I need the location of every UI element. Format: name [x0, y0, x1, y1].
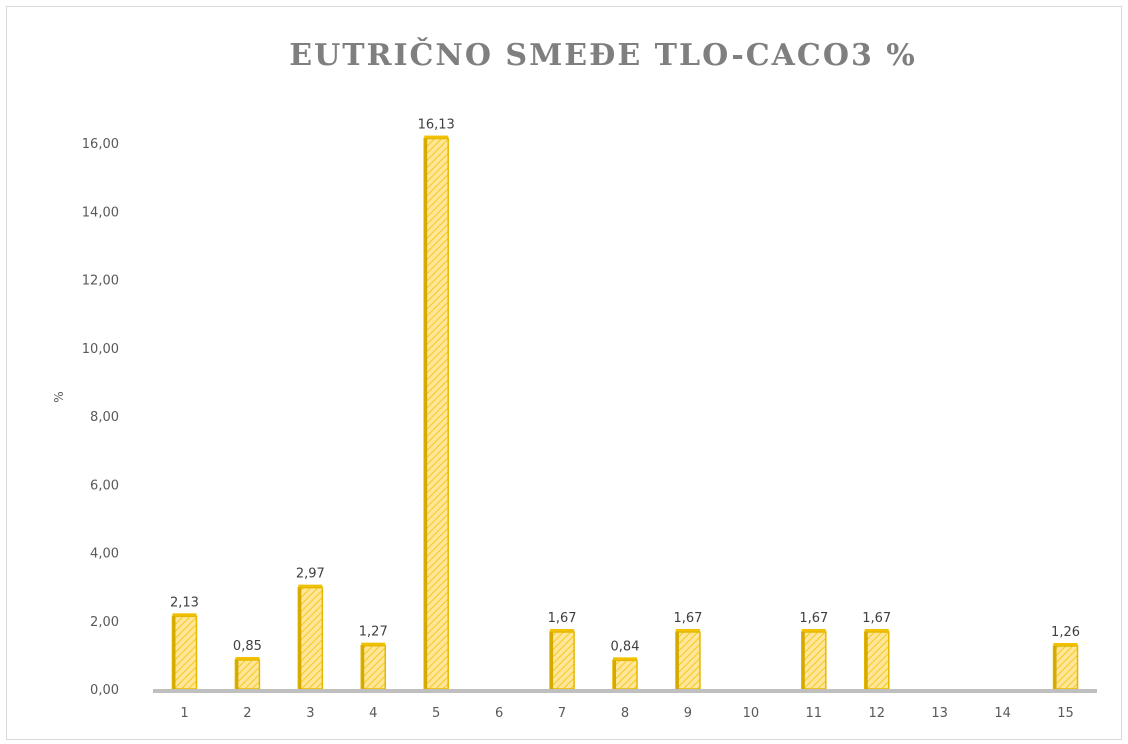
- y-tick-label: 6,00: [90, 478, 119, 493]
- x-tick-label: 9: [684, 706, 692, 721]
- x-tick-label: 5: [432, 706, 440, 721]
- bar-top: [235, 656, 260, 661]
- bar-edge: [172, 616, 176, 689]
- bar-edge: [361, 645, 365, 689]
- data-label: 2,13: [170, 595, 199, 610]
- bar-edge: [613, 660, 616, 689]
- bar: [1052, 643, 1079, 690]
- bar-series: [171, 135, 1079, 690]
- bar-top: [864, 629, 889, 634]
- bar-edge: [550, 632, 554, 689]
- data-label: 1,27: [359, 625, 388, 640]
- x-tick-label: 8: [621, 706, 629, 721]
- y-tick-label: 14,00: [82, 205, 119, 220]
- bar-edge: [298, 587, 302, 689]
- x-tick-label: 15: [1057, 706, 1074, 721]
- x-tick-label: 2: [243, 706, 251, 721]
- y-tick-label: 4,00: [90, 547, 119, 562]
- y-axis-title: %: [52, 391, 66, 402]
- bar-body: [360, 644, 387, 690]
- bar-body: [801, 631, 827, 690]
- bar: [297, 584, 324, 690]
- bar: [675, 629, 701, 690]
- y-tick-label: 0,00: [90, 683, 119, 698]
- x-tick-label: 12: [868, 706, 885, 721]
- x-tick-label: 1: [180, 706, 188, 721]
- bar-edge: [235, 659, 239, 689]
- bar: [612, 657, 638, 690]
- x-axis-ticks: 1 2 3 4 5 6 7 8 9 10 11 12 13 14 15: [180, 706, 1073, 721]
- data-labels: 2,13 0,85 2,97 1,27 16,13 1,67 0,84 1,67 1,67 1,6…: [170, 118, 1080, 655]
- bar-body: [863, 631, 890, 690]
- bar-top: [172, 613, 197, 618]
- bar-top: [613, 657, 637, 662]
- x-tick-label: 6: [495, 706, 503, 721]
- bar-body: [423, 137, 449, 690]
- chart-title: EUTRIČNO SMEĐE TLO-CACO3 %: [289, 37, 917, 73]
- data-label: 0,84: [611, 639, 640, 654]
- bar-top: [298, 584, 323, 589]
- bar-edge: [424, 138, 428, 690]
- bar-edge: [1053, 646, 1057, 689]
- bar: [549, 629, 575, 690]
- y-tick-label: 16,00: [82, 137, 119, 152]
- bar-edge: [864, 632, 868, 689]
- x-tick-label: 7: [558, 706, 566, 721]
- bar-top: [550, 629, 575, 634]
- bar-body: [1052, 645, 1079, 690]
- bar: [171, 613, 198, 690]
- bar-top: [801, 629, 826, 634]
- x-tick-label: 14: [994, 706, 1011, 721]
- bar-body: [297, 586, 324, 690]
- bar-edge: [801, 632, 805, 689]
- y-tick-label: 12,00: [82, 274, 119, 289]
- bar-top: [424, 135, 449, 140]
- data-label: 1,67: [862, 611, 891, 626]
- data-label: 1,67: [799, 611, 828, 626]
- bar-top: [361, 642, 386, 647]
- bar-top: [675, 629, 700, 634]
- bar-body: [549, 631, 575, 690]
- bar: [360, 642, 387, 690]
- bar: [234, 656, 261, 690]
- x-tick-label: 4: [369, 706, 377, 721]
- data-label: 1,26: [1051, 625, 1080, 640]
- data-label: 16,13: [418, 118, 455, 133]
- bar-body: [171, 615, 198, 690]
- bar-body: [675, 631, 701, 690]
- bar-edge: [675, 632, 679, 689]
- bar: [423, 135, 449, 690]
- bar: [801, 629, 827, 690]
- bar: [863, 629, 890, 690]
- bar-body: [234, 659, 261, 690]
- y-axis-ticks: 0,00 2,00 4,00 6,00 8,00 10,00 12,00 14,00 16,00: [82, 137, 119, 698]
- x-tick-label: 13: [931, 706, 948, 721]
- chart-frame: EUTRIČNO SMEĐE TLO-CACO3 % % 0,00 2,00 4,0…: [6, 6, 1122, 740]
- y-tick-label: 8,00: [90, 410, 119, 425]
- bar-chart: EUTRIČNO SMEĐE TLO-CACO3 % % 0,00 2,00 4,0…: [52, 37, 1097, 721]
- data-label: 1,67: [673, 611, 702, 626]
- data-label: 0,85: [233, 639, 262, 654]
- data-label: 2,97: [296, 567, 325, 582]
- x-tick-label: 10: [743, 706, 760, 721]
- y-tick-label: 10,00: [82, 342, 119, 357]
- bar-top: [1053, 643, 1078, 648]
- x-tick-label: 3: [306, 706, 314, 721]
- data-label: 1,67: [548, 611, 577, 626]
- y-tick-label: 2,00: [90, 615, 119, 630]
- x-tick-label: 11: [806, 706, 823, 721]
- bar-body: [612, 659, 638, 690]
